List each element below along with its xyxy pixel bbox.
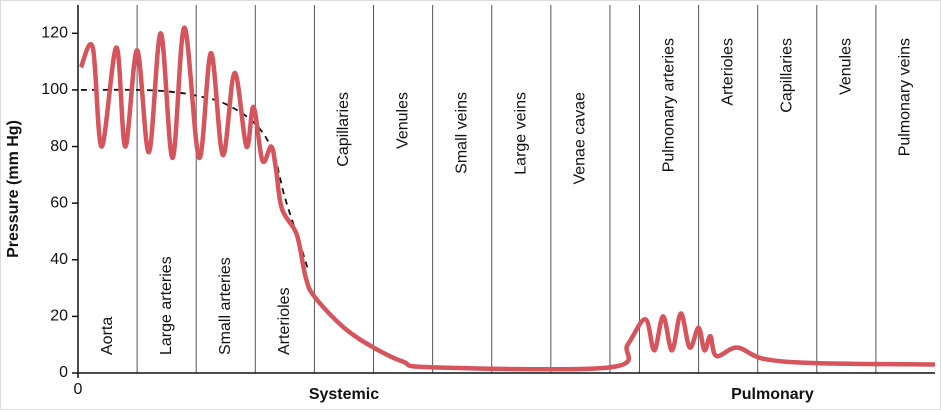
region-label: Large veins (512, 92, 529, 175)
pressure-line (78, 25, 936, 372)
y-tick-label: 100 (41, 81, 68, 98)
y-tick-label: 60 (50, 194, 68, 211)
y-tick-label: 40 (50, 251, 68, 268)
x-tick-label: 0 (74, 381, 83, 398)
region-label: Venae cavae (572, 92, 589, 185)
region-label: Small arteries (217, 257, 234, 355)
region-label: Pulmonary arteries (660, 38, 677, 172)
pressure-line (80, 88, 310, 272)
region-label: Small veins (453, 92, 470, 174)
region-label: Capillaries (778, 38, 795, 113)
region-label: Venules (838, 38, 855, 95)
y-tick-label: 0 (59, 364, 68, 381)
y-tick-label: 20 (50, 308, 68, 325)
y-tick-label: 80 (50, 138, 68, 155)
region-label: Large arteries (158, 256, 175, 355)
y-axis-label: Pressure (mm Hg) (5, 120, 22, 258)
group-label: Pulmonary (731, 386, 814, 403)
region-label: Arterioles (719, 38, 736, 106)
region-label: Venules (394, 92, 411, 149)
region-label: Pulmonary veins (897, 38, 914, 156)
region-label: Aorta (99, 317, 116, 355)
region-label: Capillaries (335, 92, 352, 167)
region-label: Arterioles (276, 287, 293, 355)
y-tick-label: 120 (41, 25, 68, 42)
group-label: Systemic (309, 386, 379, 403)
